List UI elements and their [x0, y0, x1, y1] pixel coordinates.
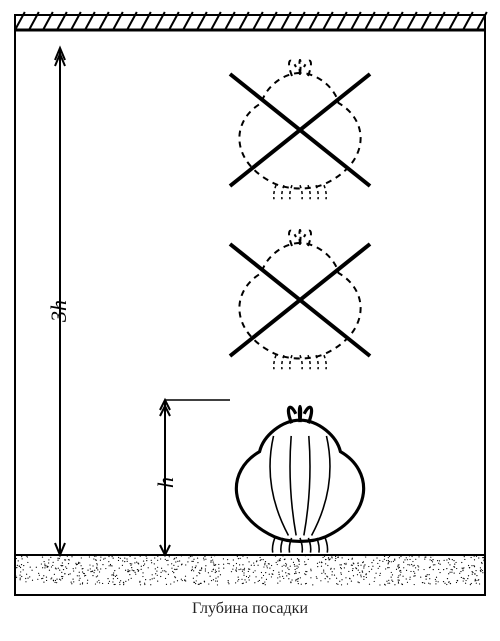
bulb-wrong-top [230, 60, 370, 199]
bulb-correct [236, 406, 363, 552]
dimension-3h-label: 3h [46, 300, 72, 322]
soil-stipple [15, 554, 486, 585]
dimension-h-label: h [153, 477, 179, 488]
diagram-canvas: 3h h Глубина посадки [0, 0, 500, 641]
caption-text: Глубина посадки [0, 600, 500, 618]
diagram-svg [0, 0, 500, 641]
bulb-wrong-mid [230, 230, 370, 369]
